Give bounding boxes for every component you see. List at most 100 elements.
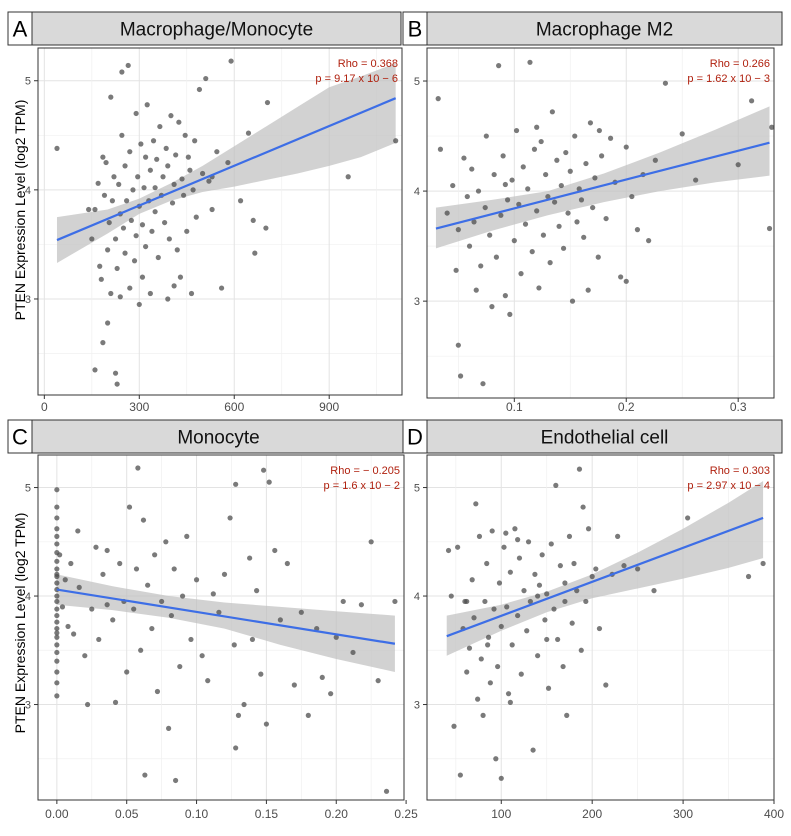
data-point — [54, 625, 60, 632]
data-point — [569, 298, 576, 304]
data-point — [116, 181, 122, 187]
data-point — [333, 634, 339, 640]
data-point — [124, 669, 130, 675]
y-tick-label: 5 — [25, 76, 31, 88]
data-point — [199, 653, 205, 659]
data-point — [105, 320, 111, 326]
data-point — [685, 515, 691, 521]
data-point — [509, 642, 515, 648]
data-point — [544, 636, 550, 643]
y-tick-label: 4 — [414, 186, 420, 198]
data-point — [181, 192, 187, 198]
data-point — [562, 580, 568, 586]
data-point — [171, 566, 177, 572]
data-point — [749, 98, 755, 104]
data-point — [190, 187, 196, 193]
data-point — [536, 582, 543, 588]
data-point — [111, 174, 117, 180]
data-point — [305, 712, 311, 718]
panel-b: B Macrophage M2 3 4 5 0.1 0.2 0.3 Rho = 0.266 p =… — [402, 11, 783, 414]
data-point — [487, 680, 493, 686]
data-point — [498, 623, 504, 630]
data-point — [485, 642, 491, 648]
data-point — [485, 634, 492, 640]
plot-frame — [37, 47, 403, 396]
data-point — [130, 187, 136, 193]
data-point — [587, 120, 594, 126]
data-point — [125, 62, 131, 69]
data-point — [112, 370, 119, 376]
data-point — [489, 304, 495, 310]
data-point — [171, 181, 177, 187]
data-point — [100, 340, 106, 346]
x-tick-label: 0.1 — [506, 400, 523, 414]
data-point — [205, 678, 211, 684]
data-point — [516, 201, 522, 207]
data-point — [143, 243, 149, 250]
data-point — [104, 602, 110, 608]
data-point — [539, 552, 545, 558]
data-point — [592, 175, 598, 181]
y-tick-label: 4 — [25, 185, 31, 197]
data-point — [578, 647, 584, 653]
confidence-band — [56, 574, 395, 672]
data-point — [536, 285, 542, 291]
data-point — [599, 153, 605, 159]
data-point — [209, 206, 215, 213]
data-point — [233, 481, 239, 487]
data-point — [495, 663, 501, 670]
data-point — [621, 563, 627, 569]
data-point — [466, 645, 473, 651]
data-point — [216, 609, 222, 615]
data-point — [165, 296, 171, 302]
data-point — [455, 227, 461, 233]
data-point — [100, 571, 106, 577]
data-point — [227, 515, 233, 521]
data-point — [150, 138, 157, 144]
data-point — [144, 102, 150, 108]
data-point — [448, 593, 454, 599]
data-point — [435, 96, 441, 102]
data-point — [149, 625, 155, 632]
data-point — [569, 620, 575, 626]
data-point — [596, 625, 603, 632]
data-point — [498, 212, 504, 218]
data-point — [187, 167, 193, 173]
data-point — [188, 290, 195, 297]
data-point — [263, 225, 269, 231]
panel-letter-box — [7, 419, 33, 454]
data-point — [97, 263, 103, 269]
data-point — [542, 617, 548, 623]
data-point — [518, 671, 524, 677]
x-tick-label: 100 — [491, 807, 511, 821]
x-tick-label: 400 — [764, 807, 784, 821]
data-point — [179, 176, 185, 182]
data-point — [184, 533, 190, 539]
data-point — [504, 197, 511, 203]
data-point — [166, 236, 172, 242]
data-point — [135, 174, 141, 180]
data-point — [277, 617, 283, 623]
data-point — [168, 612, 175, 619]
x-tick-label: 300 — [673, 807, 693, 821]
rho-annotation: Rho = 0.266 — [710, 58, 770, 70]
data-point — [82, 653, 88, 659]
data-point — [192, 138, 198, 144]
data-point — [635, 566, 641, 572]
data-point — [375, 678, 381, 684]
plot-frame — [37, 454, 405, 801]
x-tick-label: 0.3 — [730, 400, 747, 414]
data-point — [152, 209, 158, 215]
data-point — [133, 233, 139, 239]
data-point — [54, 680, 60, 686]
data-point — [54, 634, 60, 640]
data-point — [496, 580, 503, 586]
data-point — [54, 593, 60, 599]
panel-letter-box — [402, 11, 428, 46]
data-point — [535, 593, 541, 599]
data-point — [455, 342, 461, 348]
data-point — [475, 188, 482, 194]
data-point — [552, 199, 558, 205]
data-point — [501, 544, 507, 550]
data-point — [54, 533, 60, 539]
